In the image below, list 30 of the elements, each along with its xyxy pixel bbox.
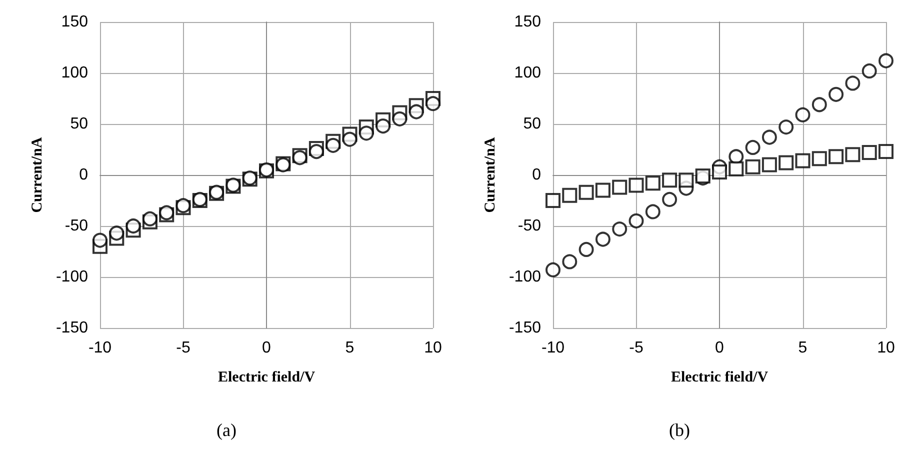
y-tick-label: 100	[61, 64, 88, 82]
x-tick-label: 0	[262, 340, 272, 356]
y-tick-label: 0	[532, 166, 542, 184]
y-tick-label: -50	[64, 218, 88, 234]
y-tick-label: 0	[79, 166, 88, 184]
x-tick-label: -10	[541, 340, 565, 356]
x-axis-title: Electric field/V	[218, 370, 316, 386]
y-tick-label: 150	[61, 14, 88, 30]
text: (a)	[216, 420, 236, 440]
y-tick-label: -150	[56, 320, 88, 336]
x-tick-label: -10	[88, 340, 112, 356]
y-axis-title: Current/nA	[482, 137, 498, 213]
y-tick-label: -50	[518, 218, 542, 234]
x-axis-title: Electric field/V	[670, 370, 768, 386]
y-axis-title: Current/nA	[30, 137, 46, 213]
y-tick-label: 50	[70, 116, 88, 132]
y-tick-label: -150	[508, 320, 542, 336]
text: (b)	[669, 420, 690, 440]
x-tick-label: 5	[798, 340, 808, 356]
x-tick-label: 10	[424, 340, 442, 356]
x-tick-label: -5	[629, 340, 644, 356]
x-tick-label: 5	[345, 340, 354, 356]
y-tick-label: 50	[523, 116, 542, 132]
x-tick-label: 10	[877, 340, 895, 356]
x-tick-label: 0	[715, 340, 724, 356]
y-tick-label: 150	[514, 14, 542, 30]
y-tick-label: 100	[514, 64, 542, 82]
y-tick-label: -100	[56, 268, 88, 286]
x-tick-label: -5	[176, 340, 190, 356]
y-tick-label: -100	[508, 268, 542, 286]
